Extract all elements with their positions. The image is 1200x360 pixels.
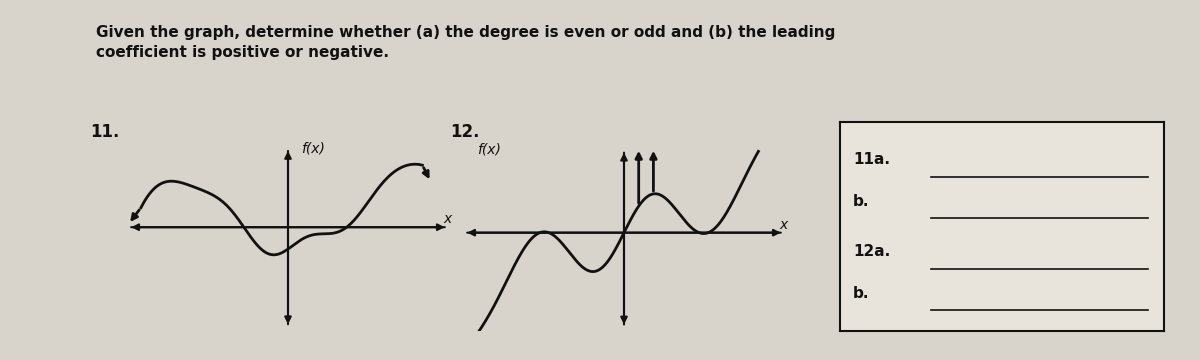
- Text: Given the graph, determine whether (a) the degree is even or odd and (b) the lea: Given the graph, determine whether (a) t…: [96, 25, 835, 60]
- Text: x: x: [780, 218, 787, 232]
- Text: 11a.: 11a.: [853, 153, 890, 167]
- Text: 12a.: 12a.: [853, 244, 890, 259]
- Text: b.: b.: [853, 194, 870, 209]
- Text: 12.: 12.: [450, 123, 480, 141]
- Text: f(x): f(x): [301, 141, 324, 155]
- Text: b.: b.: [853, 286, 870, 301]
- Text: f(x): f(x): [478, 143, 500, 157]
- Text: x: x: [444, 212, 451, 226]
- Text: 11.: 11.: [90, 123, 119, 141]
